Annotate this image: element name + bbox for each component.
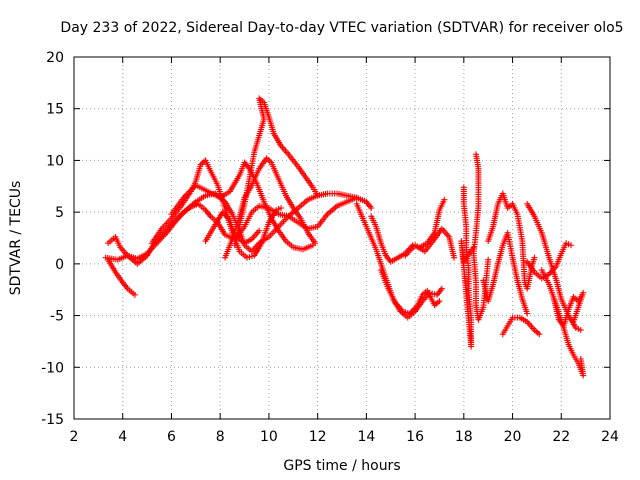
plot-frame xyxy=(73,56,611,420)
x-tick-label: 22 xyxy=(552,429,570,445)
y-tick-label: 5 xyxy=(55,205,64,221)
y-tick-label: 15 xyxy=(46,102,64,118)
y-tick-label: 20 xyxy=(46,50,64,66)
x-axis-label: GPS time / hours xyxy=(283,458,400,474)
data-point xyxy=(131,291,138,298)
data-points xyxy=(102,95,587,379)
x-tick-label: 2 xyxy=(70,429,79,445)
data-point xyxy=(570,318,577,325)
x-tick-label: 14 xyxy=(357,429,375,445)
chart-title: Day 233 of 2022, Sidereal Day-to-day VTE… xyxy=(60,20,623,36)
x-tick-label: 6 xyxy=(167,429,176,445)
x-tick-label: 24 xyxy=(601,429,619,445)
x-tick-label: 18 xyxy=(455,429,473,445)
x-tick-label: 4 xyxy=(118,429,127,445)
data-point xyxy=(436,298,443,305)
y-tick-label: 0 xyxy=(55,257,64,273)
data-point xyxy=(441,196,448,203)
data-point xyxy=(531,254,538,261)
data-point xyxy=(256,227,263,234)
data-point xyxy=(536,331,543,338)
data-point xyxy=(577,356,584,363)
data-point xyxy=(438,285,445,292)
y-tick-label: -10 xyxy=(41,360,64,376)
data-point xyxy=(485,256,492,263)
data-point xyxy=(353,194,360,201)
data-point xyxy=(568,242,575,249)
x-tick-label: 8 xyxy=(216,429,225,445)
y-tick-label: -15 xyxy=(41,412,64,428)
y-tick-label: 10 xyxy=(46,153,64,169)
x-tick-label: 12 xyxy=(309,429,327,445)
data-point xyxy=(312,240,319,247)
data-point xyxy=(278,205,285,212)
data-point xyxy=(368,205,375,212)
x-tick-label: 20 xyxy=(504,429,522,445)
x-tick-label: 16 xyxy=(406,429,424,445)
data-point xyxy=(577,327,584,334)
data-point xyxy=(314,192,321,199)
x-tick-label: 10 xyxy=(260,429,278,445)
y-axis-label: SDTVAR / TECUs xyxy=(8,181,24,296)
data-point xyxy=(524,310,531,317)
y-tick-label: -5 xyxy=(50,309,64,325)
data-point xyxy=(451,254,458,261)
